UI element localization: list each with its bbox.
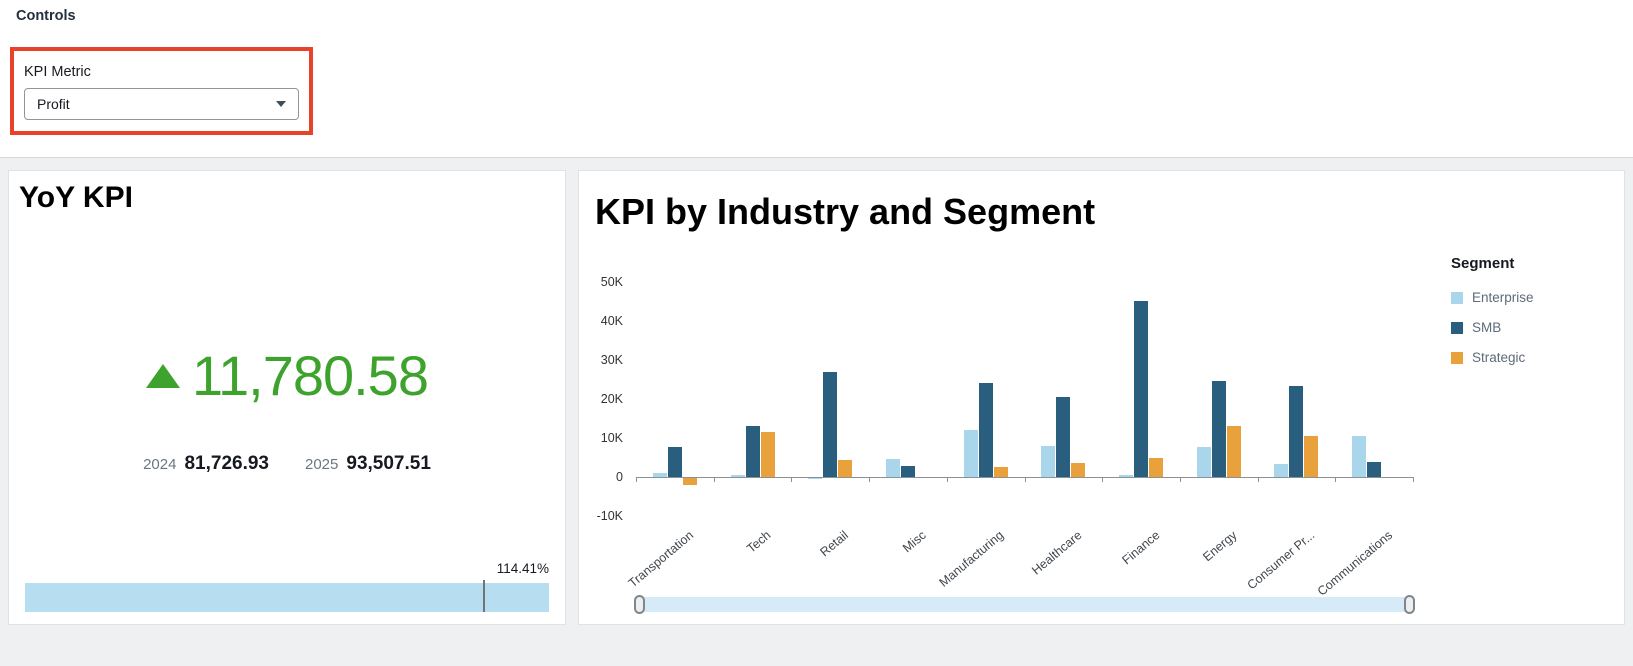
x-axis-label-text: Communications <box>1314 528 1396 599</box>
kpi-primary-value: 11,780.58 <box>192 344 429 407</box>
yoy-year-item: 2024 81,726.93 <box>143 453 269 475</box>
legend-swatch <box>1451 351 1463 364</box>
x-axis-label-text: Manufacturing <box>936 528 1007 590</box>
x-axis-label-text: Energy <box>1200 528 1240 565</box>
x-axis-label-text: Transportation <box>625 528 696 591</box>
yoy-years-row: 2024 81,726.93 2025 93,507.51 <box>9 453 565 475</box>
chart-title: KPI by Industry and Segment <box>595 191 1096 232</box>
legend-item-label: Strategic <box>1472 350 1526 365</box>
bar-enterprise[interactable] <box>730 475 745 477</box>
yoy-kpi-title: YoY KPI <box>19 181 133 214</box>
legend-item-label: Enterprise <box>1472 290 1534 305</box>
bar-strategic[interactable] <box>1226 425 1241 477</box>
y-axis-tick-label: 50K <box>600 275 623 289</box>
kpi-metric-dropdown[interactable]: Profit <box>24 88 299 120</box>
chart-plot-area <box>636 282 1414 516</box>
bar-smb[interactable] <box>1056 396 1071 477</box>
chart-scrollbar[interactable] <box>634 595 1415 614</box>
year-label: 2025 <box>305 456 339 473</box>
bar-smb[interactable] <box>1211 381 1226 477</box>
scrollbar-left-handle[interactable] <box>634 595 645 614</box>
y-axis-tick-label: -10K <box>596 509 623 523</box>
legend-item-enterprise[interactable]: Enterprise <box>1451 290 1621 305</box>
year-label: 2024 <box>143 456 177 473</box>
x-axis-labels: Transportation Tech Retail Misc Manufacturin… <box>625 522 1413 602</box>
x-axis-tick <box>713 477 715 482</box>
controls-section-title: Controls <box>16 8 76 24</box>
x-axis-tick <box>1257 477 1259 482</box>
bar-enterprise[interactable] <box>1352 436 1367 477</box>
chart-legend: Segment Enterprise SMB Strategic <box>1451 255 1621 380</box>
x-axis-tick <box>1413 477 1414 482</box>
y-axis-tick-label: 10K <box>600 430 623 445</box>
bar-enterprise[interactable] <box>808 477 823 480</box>
kpi-by-industry-card: KPI by Industry and Segment 50K 40K 30K 20K… <box>578 170 1625 625</box>
legend-swatch <box>1451 321 1463 334</box>
chevron-down-icon <box>276 101 286 107</box>
year-value: 93,507.51 <box>346 453 431 474</box>
y-axis-tick-label: 20K <box>600 392 623 406</box>
x-axis-tick <box>1335 477 1337 482</box>
x-axis-label-text: Misc <box>900 528 929 556</box>
legend-title: Segment <box>1451 255 1515 272</box>
x-axis-tick <box>1024 477 1026 482</box>
bar-smb[interactable] <box>978 383 993 477</box>
y-axis-tick-label: 40K <box>600 313 623 328</box>
x-axis-label-text: Tech <box>744 528 774 556</box>
bar-strategic[interactable] <box>682 477 697 486</box>
x-axis-tick <box>1102 477 1104 482</box>
bar-smb[interactable] <box>745 425 760 477</box>
bar-enterprise[interactable] <box>1119 474 1134 477</box>
progress-percent-label: 114.41% <box>496 561 549 576</box>
kpi-metric-label: KPI Metric <box>24 64 91 80</box>
x-axis-label-text: Healthcare <box>1029 528 1085 578</box>
section-divider <box>0 157 1633 158</box>
progress-bar <box>25 580 549 612</box>
legend-item-strategic[interactable]: Strategic <box>1451 350 1621 365</box>
bar-enterprise[interactable] <box>885 459 900 477</box>
bar-smb[interactable] <box>667 446 682 477</box>
bar-strategic[interactable] <box>760 432 775 477</box>
bar-strategic[interactable] <box>1149 457 1164 477</box>
x-axis-tick <box>869 477 871 482</box>
year-value: 81,726.93 <box>184 453 269 474</box>
scrollbar-right-handle[interactable] <box>1404 595 1415 614</box>
kpi-metric-dropdown-value: Profit <box>37 96 70 112</box>
bar-strategic[interactable] <box>1071 462 1086 477</box>
x-axis-tick <box>791 477 793 482</box>
x-axis-tick <box>946 477 948 482</box>
bar-strategic[interactable] <box>1304 435 1319 477</box>
trend-up-icon <box>146 363 180 388</box>
yoy-year-item: 2025 93,507.51 <box>305 453 431 475</box>
progress-target-marker <box>482 580 485 612</box>
bar-smb[interactable] <box>1367 461 1382 477</box>
legend-item-smb[interactable]: SMB <box>1451 320 1621 335</box>
legend-item-label: SMB <box>1472 320 1502 335</box>
bar-enterprise[interactable] <box>1196 446 1211 477</box>
x-axis-tick <box>636 477 637 482</box>
bar-enterprise[interactable] <box>652 473 667 477</box>
y-axis-tick-label: 0 <box>616 470 623 484</box>
x-axis-label-text: Consumer Pr... <box>1244 528 1318 593</box>
bar-enterprise[interactable] <box>1041 446 1056 477</box>
bar-enterprise[interactable] <box>963 429 978 477</box>
bar-strategic[interactable] <box>993 466 1008 477</box>
y-axis: 50K 40K 30K 20K 10K 0 -10K <box>579 275 627 523</box>
legend-swatch <box>1451 291 1463 304</box>
x-axis-tick <box>1179 477 1181 482</box>
bar-smb[interactable] <box>900 465 915 477</box>
bar-smb[interactable] <box>823 372 838 477</box>
yoy-kpi-card: YoY KPI 11,780.58 2024 81,726.93 2025 93,50… <box>8 170 566 625</box>
kpi-value-row: 11,780.58 <box>9 343 565 408</box>
y-axis-tick-label: 30K <box>600 352 623 367</box>
x-axis-label-text: Retail <box>817 528 852 560</box>
bar-strategic[interactable] <box>838 459 853 477</box>
bar-smb[interactable] <box>1289 386 1304 477</box>
x-axis-label-text: Finance <box>1118 528 1163 568</box>
bar-enterprise[interactable] <box>1274 463 1289 477</box>
bar-smb[interactable] <box>1134 301 1149 477</box>
legend-items: Enterprise SMB Strategic <box>1451 290 1621 365</box>
